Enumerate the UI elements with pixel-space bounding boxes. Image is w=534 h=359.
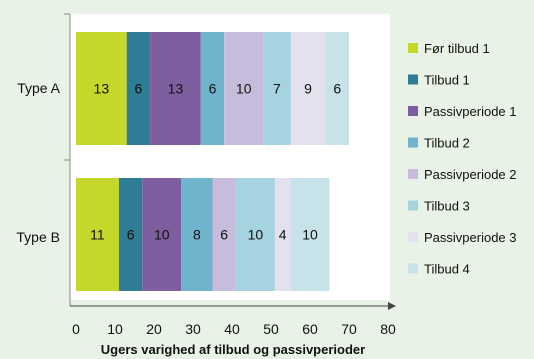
bar-value-label: 7 bbox=[273, 81, 281, 97]
bar-segment bbox=[142, 178, 182, 291]
bar-segment bbox=[76, 32, 127, 145]
x-tick-label: 40 bbox=[224, 321, 240, 337]
legend-label: Tilbud 2 bbox=[424, 136, 470, 151]
bar-segment bbox=[290, 178, 330, 291]
bar-value-label: 6 bbox=[220, 227, 228, 243]
x-tick-label: 0 bbox=[72, 321, 80, 337]
bar-segment bbox=[212, 178, 236, 291]
legend-label: Tilbud 4 bbox=[424, 262, 470, 277]
bar-value-label: 10 bbox=[236, 81, 252, 97]
bar-segment bbox=[200, 32, 225, 145]
x-tick-label: 10 bbox=[107, 321, 123, 337]
legend-label: Tilbud 1 bbox=[424, 73, 470, 88]
bar-value-label: 6 bbox=[209, 81, 217, 97]
legend-swatch bbox=[408, 74, 418, 85]
bar-segment bbox=[126, 32, 151, 145]
x-tick-labels: 0 10 20 30 40 50 60 70 80 bbox=[72, 321, 396, 337]
legend: Før tilbud 1 Tilbud 1 Passivperiode 1 Tilbu… bbox=[408, 41, 517, 277]
x-tick-label: 80 bbox=[380, 321, 396, 337]
bar-value-label: 10 bbox=[248, 227, 264, 243]
legend-swatch bbox=[408, 43, 418, 53]
x-axis-arrow-icon bbox=[388, 302, 396, 310]
bar-value-label: 6 bbox=[333, 81, 341, 97]
legend-swatch bbox=[408, 200, 418, 211]
legend-swatch bbox=[408, 169, 418, 179]
x-tick-label: 50 bbox=[263, 321, 279, 337]
x-tick-label: 70 bbox=[341, 321, 357, 337]
bar-segment bbox=[235, 178, 275, 291]
bar-segment bbox=[224, 32, 264, 145]
bar-value-label: 6 bbox=[127, 227, 135, 243]
bar-value-label: 10 bbox=[154, 227, 170, 243]
legend-swatch bbox=[408, 106, 418, 116]
category-labels: Type A Type B bbox=[16, 80, 60, 245]
x-tick-label: 30 bbox=[185, 321, 201, 337]
bar-value-label: 13 bbox=[168, 81, 184, 97]
x-tick-label: 20 bbox=[146, 321, 162, 337]
bars: 13 6 13 6 10 7 9 6 11 6 10 8 6 10 4 10 bbox=[76, 32, 349, 291]
bar-segment bbox=[181, 178, 213, 291]
bar-value-label: 6 bbox=[135, 81, 143, 97]
bar-value-label: 10 bbox=[302, 227, 318, 243]
bar-value-label: 13 bbox=[94, 81, 110, 97]
legend-label: Passivperiode 3 bbox=[424, 230, 517, 245]
legend-swatch bbox=[408, 263, 418, 274]
legend-label: Passivperiode 1 bbox=[424, 104, 517, 119]
legend-swatch bbox=[408, 137, 418, 148]
bar-segment bbox=[118, 178, 143, 291]
bar-segment bbox=[274, 178, 291, 291]
legend-label: Tilbud 3 bbox=[424, 199, 470, 214]
legend-label: Før tilbud 1 bbox=[424, 41, 490, 56]
bar-value-label: 9 bbox=[304, 81, 312, 97]
bar-segment bbox=[325, 32, 349, 145]
x-tick-label: 60 bbox=[302, 321, 318, 337]
bar-value-label: 4 bbox=[279, 227, 287, 243]
category-label: Type B bbox=[16, 229, 60, 245]
category-label: Type A bbox=[17, 80, 60, 96]
legend-label: Passivperiode 2 bbox=[424, 167, 517, 182]
axes bbox=[64, 13, 396, 310]
bar-segment bbox=[150, 32, 201, 145]
bar-value-label: 11 bbox=[90, 227, 105, 243]
legend-swatch bbox=[408, 232, 418, 242]
bar-segment bbox=[290, 32, 326, 145]
bar-segment bbox=[263, 32, 291, 145]
bar-value-label: 8 bbox=[193, 227, 201, 243]
x-axis-title: Ugers varighed af tilbud og passivperiod… bbox=[101, 342, 365, 357]
bar-segment bbox=[76, 178, 119, 291]
